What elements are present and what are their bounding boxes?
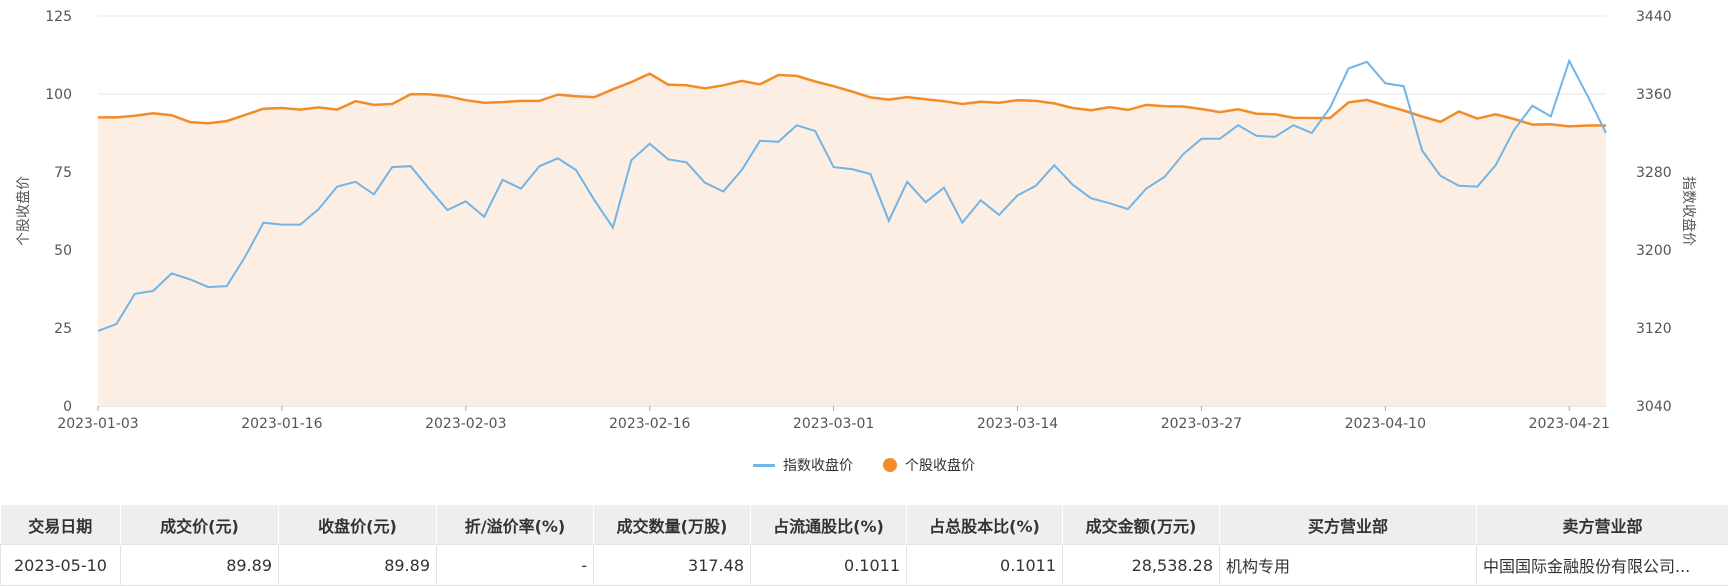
y-axis-right-label: 指数收盘价: [1680, 176, 1697, 246]
cell-buyer[interactable]: 机构专用: [1220, 545, 1477, 586]
header-close-price[interactable]: 收盘价(元): [279, 505, 437, 545]
cell-volume: 317.48: [594, 545, 751, 586]
cell-trade-price: 89.89: [121, 545, 279, 586]
header-trade-date[interactable]: 交易日期: [1, 505, 121, 545]
y-left-tick-label: 50: [54, 243, 72, 259]
header-trade-price[interactable]: 成交价(元): [121, 505, 279, 545]
cell-premium-rate: -: [437, 545, 594, 586]
y-right-tick-label: 3360: [1636, 87, 1672, 103]
x-tick-label: 2023-03-01: [793, 416, 874, 432]
y-right-tick-label: 3200: [1636, 243, 1672, 259]
cell-total-ratio: 0.1011: [907, 545, 1063, 586]
y-left-tick-label: 100: [45, 87, 72, 103]
header-volume[interactable]: 成交数量(万股): [594, 505, 751, 545]
x-tick-label: 2023-01-03: [57, 416, 138, 432]
x-tick-label: 2023-03-27: [1161, 416, 1242, 432]
y-right-tick-label: 3280: [1636, 165, 1672, 181]
header-premium-rate[interactable]: 折/溢价率(%): [437, 505, 594, 545]
x-tick-label: 2023-04-21: [1529, 416, 1610, 432]
x-tick-label: 2023-04-10: [1345, 416, 1426, 432]
stock-area-fill: [98, 74, 1606, 406]
x-tick-label: 2023-01-16: [241, 416, 322, 432]
x-tick-label: 2023-02-16: [609, 416, 690, 432]
header-float-ratio[interactable]: 占流通股比(%): [751, 505, 907, 545]
chart-legend: 指数收盘价 个股收盘价: [0, 452, 1728, 478]
cell-seller[interactable]: 中国国际金融股份有限公司...: [1477, 545, 1728, 586]
header-buyer: 买方营业部: [1220, 505, 1477, 545]
block-trade-table: 交易日期 成交价(元) 收盘价(元) 折/溢价率(%) 成交数量(万股) 占流通…: [0, 505, 1728, 586]
legend-item-stock[interactable]: 个股收盘价: [883, 455, 975, 475]
legend-dot-icon: [883, 458, 897, 472]
legend-item-index[interactable]: 指数收盘价: [753, 455, 853, 475]
y-right-tick-label: 3440: [1636, 9, 1672, 25]
cell-close-price: 89.89: [279, 545, 437, 586]
cell-trade-date: 2023-05-10: [1, 545, 121, 586]
y-right-tick-label: 3040: [1636, 399, 1672, 415]
y-left-tick-label: 75: [54, 165, 72, 181]
header-seller: 卖方营业部: [1477, 505, 1728, 545]
legend-line-icon: [753, 464, 775, 467]
y-axis-left-label: 个股收盘价: [15, 176, 32, 246]
y-right-tick-label: 3120: [1636, 321, 1672, 337]
table-header-row: 交易日期 成交价(元) 收盘价(元) 折/溢价率(%) 成交数量(万股) 占流通…: [1, 505, 1728, 545]
y-left-tick-label: 125: [45, 9, 72, 25]
header-total-ratio[interactable]: 占总股本比(%): [907, 505, 1063, 545]
y-left-tick-label: 25: [54, 321, 72, 337]
x-tick-label: 2023-03-14: [977, 416, 1058, 432]
legend-label-index: 指数收盘价: [783, 455, 853, 475]
cell-amount: 28,538.28: [1063, 545, 1220, 586]
cell-float-ratio: 0.1011: [751, 545, 907, 586]
table-row: 2023-05-10 89.89 89.89 - 317.48 0.1011 0…: [1, 545, 1728, 586]
legend-label-stock: 个股收盘价: [905, 455, 975, 475]
header-amount[interactable]: 成交金额(万元): [1063, 505, 1220, 545]
x-tick-label: 2023-02-03: [425, 416, 506, 432]
dual-axis-line-chart: 0 3040 25 3120 50 3200 75 3280 100 3360 125 3440 202…: [0, 0, 1728, 500]
y-left-tick-label: 0: [63, 399, 72, 415]
